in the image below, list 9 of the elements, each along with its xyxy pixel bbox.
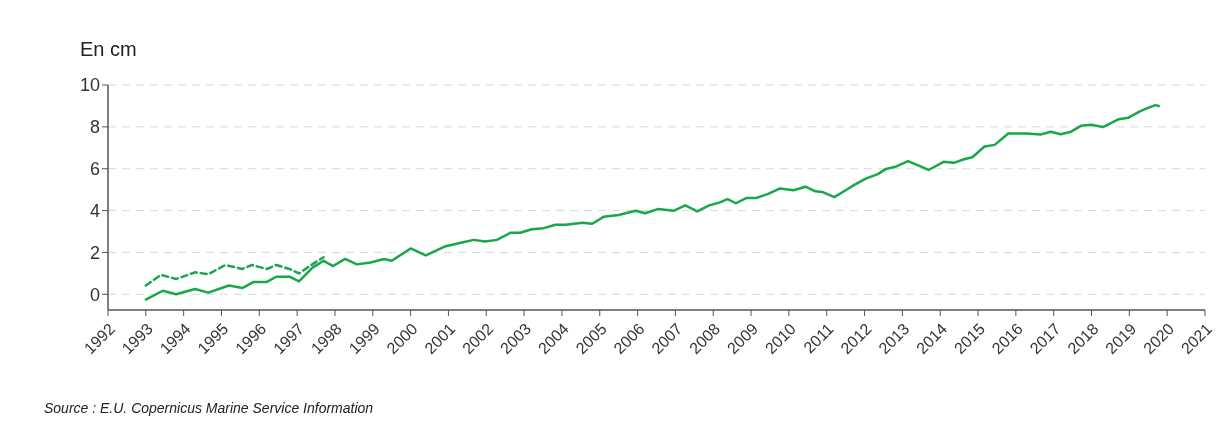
source-note: Source : E.U. Copernicus Marine Service Information — [44, 400, 374, 416]
line-series — [144, 103, 1161, 301]
y-tick-label: 4 — [89, 200, 100, 221]
y-tick-label: 10 — [79, 75, 100, 96]
y-axis-title: En cm — [80, 38, 137, 61]
y-tick-label: 2 — [89, 242, 100, 263]
y-tick-label: 8 — [89, 117, 100, 138]
y-tick-label: 6 — [89, 159, 100, 180]
y-tick-label: 0 — [89, 284, 100, 305]
